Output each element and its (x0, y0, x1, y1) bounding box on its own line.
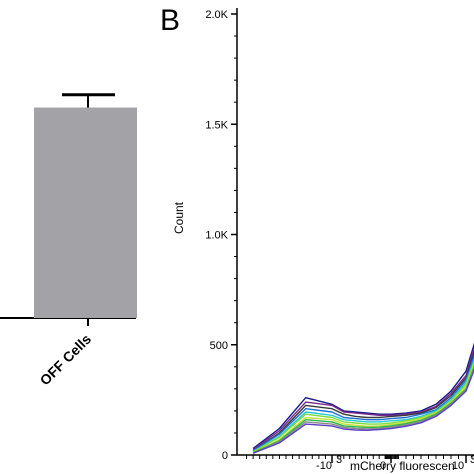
y-tick-label: 500 (210, 340, 228, 352)
y-tick-label: 2.0K (205, 9, 228, 21)
x-tick-label: 0 (380, 460, 386, 472)
histogram-series-line (252, 358, 474, 453)
y-ticks: 0 500 1.0K 1.5K 2.0K (205, 9, 237, 462)
x-tick-label: 10 (452, 460, 464, 472)
y-tick-label: 1.0K (205, 230, 228, 242)
x-tick-exponent: 3 (336, 454, 342, 466)
histogram-series-line (252, 368, 474, 454)
histogram-series-line (252, 354, 474, 452)
histogram-series-line (252, 362, 474, 454)
y-axis-label: Count (172, 201, 186, 234)
histogram-series-line (252, 366, 474, 454)
x-tick-exponent: 3 (470, 454, 474, 466)
category-label-off-cells: OFF Cells (37, 331, 95, 389)
bar-off-cells (34, 107, 137, 319)
y-tick-label: 1.5K (205, 119, 228, 131)
panel-letter-b: B (160, 4, 180, 37)
x-ticks: -10 3 0 10 3 (316, 454, 474, 472)
y-tick-label: 0 (222, 450, 228, 462)
x-axis-label: mCherry fluorescen (350, 459, 455, 473)
histogram-series-line (252, 346, 474, 451)
histogram-series-line (252, 364, 474, 454)
histogram-series-line (252, 350, 474, 452)
histogram-panel: B 0 500 1.0K 1.5K 2.0K Count -10 3 0 10 3 mCherr… (160, 4, 474, 473)
histogram-series-line (252, 342, 474, 449)
bar-chart-panel: OFF Cells (0, 93, 137, 389)
histogram-series-line (252, 360, 474, 453)
x-tick-label: -10 (316, 460, 332, 472)
histogram-series (252, 342, 474, 454)
